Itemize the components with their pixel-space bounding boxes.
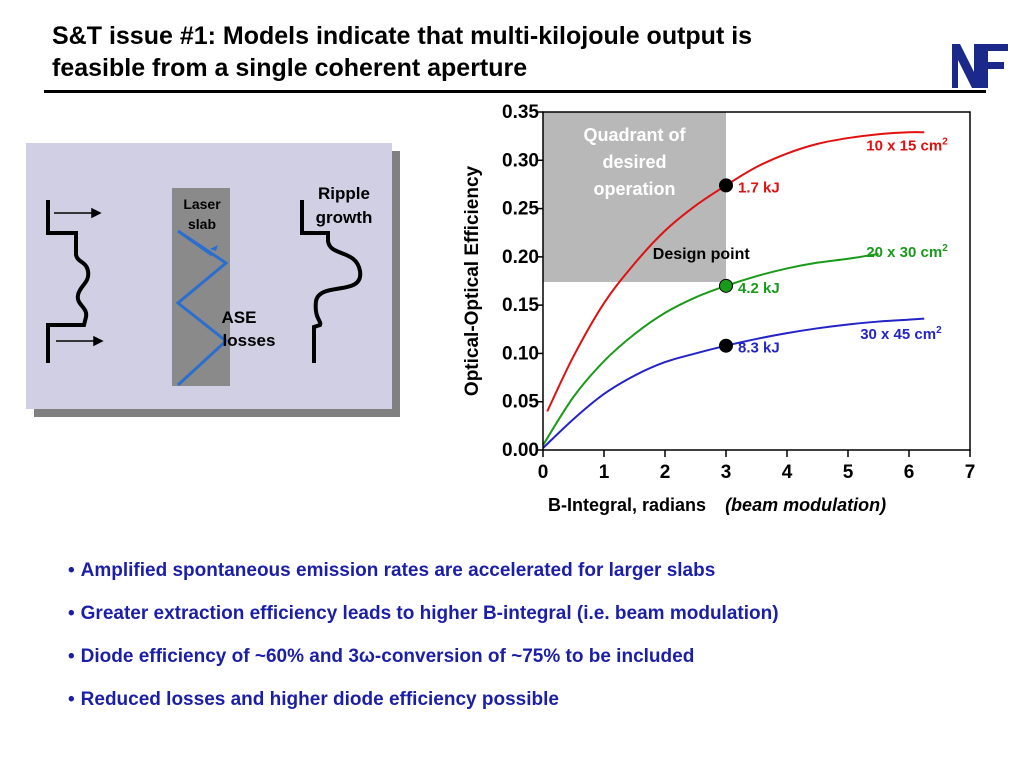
x-tick-label: 3 (721, 462, 732, 483)
design-point-value: 8.3 kJ (738, 340, 780, 357)
y-tick-label: 0.15 (502, 295, 539, 316)
bullet-item: • Amplified spontaneous emission rates ar… (68, 560, 988, 603)
design-point-value: 1.7 kJ (738, 179, 780, 196)
design-point-marker (719, 278, 733, 293)
bullet-text: Diode efficiency of ~60% and 3ω-conversi… (80, 646, 695, 667)
y-tick-label: 0.35 (502, 102, 539, 123)
desired-quadrant (543, 112, 726, 282)
x-axis-label-note: (beam modulation) (725, 495, 886, 515)
laser-slab-label-1: Laser (183, 196, 221, 212)
bullet-marker: • (68, 646, 75, 667)
bullet-marker: • (68, 689, 75, 710)
ase-label-2: losses (223, 331, 276, 350)
x-tick-label: 2 (660, 462, 671, 483)
y-tick-label: 0.30 (502, 150, 539, 171)
plot-frame (542, 111, 971, 451)
series-label-text: 10 x 15 cm (866, 138, 942, 155)
quadrant-label-3: operation (593, 179, 675, 199)
y-tick-label: 0.25 (502, 199, 539, 220)
ripple-label-2: growth (316, 208, 373, 227)
quadrant-label-1: Quadrant of (584, 125, 687, 145)
x-axis-label-main: B-Integral, radians (548, 495, 706, 515)
title-rule (44, 90, 986, 93)
x-tick-label: 6 (904, 462, 915, 483)
title-line-2: feasible from a single coherent aperture (52, 54, 528, 82)
slide-title: S&T issue #1: Models indicate that multi… (52, 20, 932, 84)
bullet-text: Greater extraction efficiency leads to h… (80, 603, 779, 624)
series-label-text: 20 x 30 cm (866, 244, 942, 261)
bullet-text: Amplified spontaneous emission rates are… (80, 560, 716, 581)
bullet-item: • Reduced losses and higher diode efficie… (68, 689, 988, 732)
design-point-label: Design point (653, 246, 751, 263)
x-tick-label: 1 (599, 462, 610, 483)
laser-slab (172, 188, 230, 386)
y-tick-label: 0.20 (502, 247, 539, 268)
ase-label-1: ASE (222, 308, 257, 327)
y-tick-label: 0.05 (502, 392, 539, 413)
bullet-marker: • (68, 603, 75, 624)
title-line-1: S&T issue #1: Models indicate that multi… (52, 22, 753, 50)
series-label-2: 20 x 30 cm2 (866, 243, 948, 261)
series-line-2 (542, 252, 879, 446)
arrow-icon (54, 207, 104, 347)
x-tick-label: 5 (843, 462, 854, 483)
design-point-value: 4.2 kJ (738, 280, 780, 297)
series-label-3: 30 x 45 cm2 (860, 325, 942, 343)
x-tick-label: 0 (538, 462, 549, 483)
series-label-text: 30 x 45 cm (860, 326, 936, 343)
y-axis-label: Optical-Optical Efficiency (462, 165, 483, 396)
series-label-superscript: 2 (942, 137, 948, 148)
ripple-label-1: Ripple (318, 184, 370, 203)
ase-zigzag (175, 229, 229, 387)
x-tick-label: 4 (782, 462, 793, 483)
bullet-item: • Diode efficiency of ~60% and 3ω-convers… (68, 646, 988, 689)
design-point-marker (719, 178, 733, 193)
laser-slab-label-2: slab (188, 216, 216, 232)
series-line-3 (542, 317, 925, 449)
x-axis-label: B-Integral, radians (beam modulation) (548, 495, 886, 515)
slab-diagram: Laser slab ASE losses Ripple growth (26, 143, 400, 417)
bullet-item: • Greater extraction efficiency leads to … (68, 603, 988, 646)
y-tick-label: 0.10 (502, 343, 539, 364)
x-tick-label: 7 (965, 462, 976, 483)
series-label-1: 10 x 15 cm2 (866, 137, 948, 155)
series-line-1 (546, 131, 925, 412)
bullet-list: • Amplified spontaneous emission rates ar… (68, 560, 988, 732)
ripple-beam-profile (300, 200, 363, 363)
input-beam-profile (46, 200, 91, 363)
ase-arrow-icon (210, 245, 218, 251)
bullet-marker: • (68, 560, 75, 581)
series-label-superscript: 2 (936, 325, 942, 336)
series-label-superscript: 2 (942, 243, 948, 254)
quadrant-label-2: desired (602, 152, 666, 172)
y-tick-label: 0.00 (502, 440, 539, 461)
design-point-marker (719, 338, 733, 353)
nf-logo (952, 44, 1008, 88)
bullet-text: Reduced losses and higher diode efficien… (80, 689, 559, 710)
